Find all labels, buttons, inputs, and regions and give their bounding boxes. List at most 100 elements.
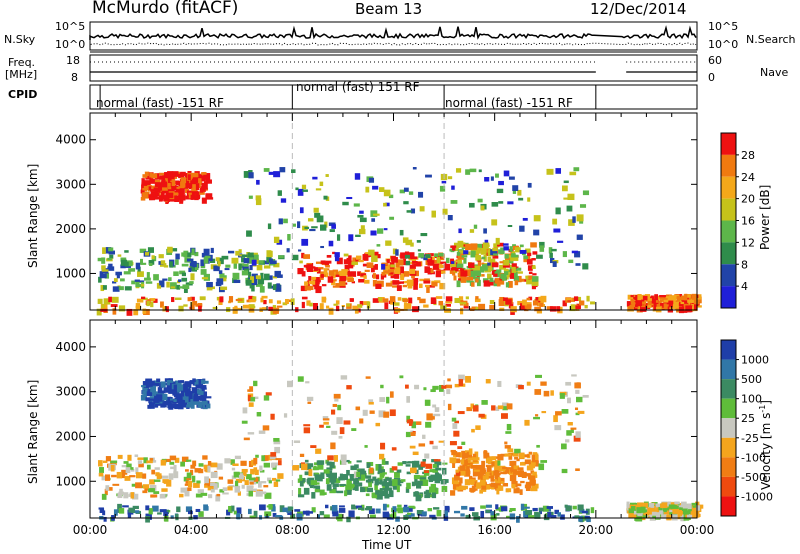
power-data-cell — [131, 280, 136, 285]
velocity-data-cell — [433, 507, 440, 510]
power-data-cell — [146, 272, 150, 278]
velocity-data-cell — [467, 456, 475, 461]
power-data-cell — [146, 300, 150, 307]
power-data-cell — [112, 308, 117, 315]
velocity-data-cell — [160, 381, 166, 388]
power-data-cell — [503, 297, 508, 301]
power-data-cell — [469, 202, 475, 208]
power-data-cell — [418, 253, 425, 258]
velocity-data-cell — [317, 464, 324, 470]
power-data-cell — [170, 248, 178, 252]
velocity-data-cell — [304, 471, 311, 476]
velocity-data-cell — [636, 507, 642, 514]
velocity-data-cell — [633, 510, 639, 515]
velocity-data-cell — [460, 513, 465, 517]
power-data-cell — [156, 282, 162, 289]
velocity-data-cell — [149, 479, 155, 485]
velocity-data-cell — [524, 459, 531, 465]
power-data-cell — [142, 308, 147, 314]
velocity-data-cell — [430, 474, 437, 481]
velocity-data-cell — [185, 459, 192, 462]
power-data-cell — [499, 264, 507, 270]
power-data-cell — [182, 284, 190, 289]
power-data-cell — [353, 203, 360, 207]
velocity-data-cell — [369, 410, 375, 414]
power-data-cell — [644, 294, 651, 300]
velocity-data-cell — [170, 466, 175, 470]
velocity-data-cell — [198, 463, 204, 467]
power-data-cell — [567, 193, 575, 201]
power-data-cell — [505, 282, 509, 288]
power-data-cell — [233, 263, 237, 269]
velocity-data-cell — [686, 510, 691, 513]
velocity-data-cell — [184, 483, 191, 486]
power-data-cell — [308, 280, 314, 285]
power-data-cell — [179, 286, 183, 289]
velocity-data-cell — [520, 470, 525, 477]
velocity-data-cell — [344, 490, 348, 497]
power-data-cell — [476, 279, 481, 287]
velocity-data-cell — [429, 469, 437, 473]
velocity-data-cell — [152, 505, 159, 512]
power-data-cell — [162, 278, 168, 281]
velocity-data-cell — [198, 511, 204, 517]
velocity-data-cell — [418, 443, 426, 447]
velocity-data-cell — [206, 403, 211, 409]
noise-left-tick-top: 10^5 — [55, 20, 86, 33]
velocity-colorbar-tick-label: 500 — [741, 373, 762, 386]
velocity-data-cell — [153, 380, 158, 384]
velocity-data-cell — [101, 475, 106, 481]
power-data-cell — [250, 305, 256, 309]
power-data-cell — [168, 277, 172, 282]
velocity-data-cell — [518, 384, 524, 390]
power-data-cell — [312, 176, 318, 180]
power-data-cell — [510, 260, 514, 264]
power-data-cell — [149, 179, 155, 184]
velocity-data-cell — [338, 505, 345, 508]
velocity-data-cell — [408, 461, 414, 464]
velocity-data-cell — [275, 479, 281, 482]
velocity-data-cell — [356, 460, 362, 463]
power-data-cell — [653, 302, 657, 310]
velocity-data-cell — [383, 478, 388, 485]
power-data-cell — [158, 172, 166, 176]
power-data-cell — [522, 299, 527, 306]
power-colorbar-tick-label: 8 — [741, 258, 748, 271]
velocity-data-cell — [379, 472, 385, 478]
velocity-data-cell — [660, 507, 666, 512]
velocity-data-cell — [143, 457, 148, 464]
power-data-cell — [174, 297, 182, 301]
velocity-data-cell — [379, 453, 385, 460]
velocity-data-cell — [200, 379, 206, 385]
velocity-data-cell — [384, 493, 390, 499]
velocity-colorbar-swatch — [721, 398, 736, 419]
power-data-cell — [534, 306, 541, 312]
power-data-cell — [630, 295, 634, 298]
power-data-cell — [276, 305, 283, 308]
velocity-data-cell — [190, 464, 196, 469]
power-colorbar-tick-label: 28 — [741, 149, 755, 162]
velocity-data-cell — [376, 493, 383, 500]
velocity-data-cell — [194, 468, 202, 473]
power-data-cell — [186, 258, 194, 262]
velocity-data-cell — [330, 472, 338, 479]
velocity-data-cell — [399, 375, 404, 379]
velocity-data-cell — [424, 453, 430, 459]
velocity-data-cell — [577, 504, 584, 511]
power-data-cell — [325, 272, 329, 278]
power-data-cell — [333, 274, 340, 278]
velocity-data-cell — [453, 458, 461, 464]
power-data-cell — [532, 300, 539, 306]
velocity-data-cell — [210, 488, 215, 493]
power-data-cell — [245, 279, 252, 286]
power-data-cell — [225, 264, 231, 268]
power-data-cell — [494, 271, 501, 278]
velocity-data-cell — [299, 479, 304, 487]
power-data-cell — [278, 255, 284, 259]
power-data-cell — [370, 265, 375, 273]
velocity-data-cell — [496, 488, 500, 495]
power-data-cell — [339, 285, 346, 288]
velocity-data-cell — [120, 473, 126, 479]
velocity-data-cell — [451, 477, 459, 485]
power-data-cell — [385, 202, 390, 207]
